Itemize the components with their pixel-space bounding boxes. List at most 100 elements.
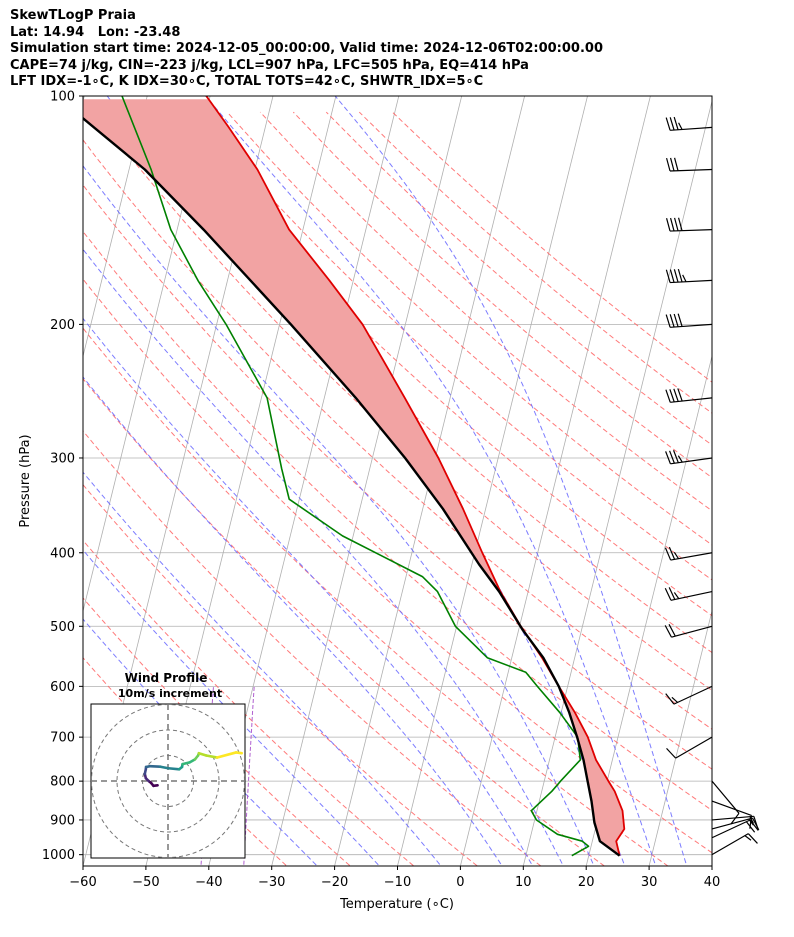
y-tick-label: 700 <box>50 731 75 746</box>
chart-header: SkewTLogP Praia Lat: 14.94 Lon: -23.48 Sim… <box>10 8 603 91</box>
barb-shaft <box>711 819 751 839</box>
barb-feather <box>666 747 677 759</box>
barb-shaft <box>711 817 753 830</box>
barb-feather <box>673 269 679 283</box>
dry-adiabat-line <box>83 378 606 866</box>
barb-feather <box>665 389 671 403</box>
barb-shaft <box>670 590 713 601</box>
barb-feather <box>678 122 683 130</box>
hodograph-inset: Wind Profile 10m/s increment <box>90 671 246 859</box>
barb-shaft <box>670 168 713 172</box>
y-tick-label: 1000 <box>42 848 75 863</box>
y-tick-label: 800 <box>50 775 75 790</box>
hodograph-trace-segment <box>234 751 243 755</box>
x-tick-label: 30 <box>641 875 658 890</box>
wind-barb <box>665 685 713 705</box>
barb-feather <box>682 274 687 283</box>
barb-feather <box>673 116 679 130</box>
dry-adiabat-line <box>83 430 542 866</box>
wind-barb <box>665 217 713 232</box>
y-axis-label: Pressure (hPa) <box>18 434 33 527</box>
wind-barb <box>666 736 713 759</box>
background-lines <box>83 96 712 866</box>
wind-barb <box>664 587 713 601</box>
barb-feather <box>677 455 683 463</box>
hodograph-title: Wind Profile <box>125 671 208 685</box>
barb-shaft <box>670 552 713 561</box>
barb-feather <box>668 624 676 637</box>
barb-shaft <box>670 126 713 131</box>
barb-feather <box>744 835 752 841</box>
dewpoint-line <box>121 96 590 857</box>
wind-barb <box>664 546 713 561</box>
wind-barb <box>665 268 713 284</box>
dry-adiabat-line <box>83 278 712 854</box>
barb-shaft <box>670 279 713 284</box>
barb-feather <box>669 314 675 328</box>
dry-adiabat-line <box>259 111 712 512</box>
wind-barb <box>665 116 713 131</box>
parcel-line <box>83 116 621 857</box>
barb-feather <box>665 269 671 283</box>
y-tick-label: 400 <box>50 546 75 561</box>
x-tick-label: 0 <box>456 875 464 890</box>
isotherm-line <box>585 354 712 866</box>
barb-shaft <box>675 736 713 759</box>
barb-feather <box>749 815 753 829</box>
chart-title: SkewTLogP Praia <box>10 8 136 23</box>
wind-barb <box>711 780 740 825</box>
barb-shaft <box>670 457 713 465</box>
moist-adiabat-line <box>83 317 534 866</box>
dry-adiabat-line <box>160 111 712 617</box>
barb-feather <box>677 313 683 327</box>
moist-adiabat-line <box>205 96 657 866</box>
x-tick-label: 20 <box>578 875 595 890</box>
cin-fill <box>83 99 529 638</box>
dry-adiabat-line <box>83 539 415 866</box>
profile-lines <box>83 96 626 857</box>
barb-feather <box>669 450 675 464</box>
wind-barb <box>664 624 713 638</box>
barb-feather <box>665 117 671 131</box>
wind-barb <box>711 800 753 829</box>
isotherm-line <box>711 864 712 866</box>
barb-feather <box>665 451 671 465</box>
x-tick-label: 10 <box>515 875 532 890</box>
isotherm-line <box>522 99 712 866</box>
x-tick-label: −60 <box>69 875 96 890</box>
isotherm-line <box>83 96 211 613</box>
hodograph-trace-segment <box>215 751 238 759</box>
y-tick-label: 900 <box>50 813 75 828</box>
barb-shaft <box>711 833 749 856</box>
barb-feather <box>677 388 683 402</box>
moist-adiabat-line <box>83 376 503 866</box>
barb-feather <box>677 217 683 231</box>
barb-feather <box>673 388 679 402</box>
wind-barb <box>711 815 759 830</box>
barb-feather <box>665 157 671 172</box>
x-tick-label: −50 <box>132 875 159 890</box>
barb-feather <box>665 314 671 328</box>
barb-feather <box>668 587 676 600</box>
y-tick-label: 200 <box>50 318 75 333</box>
dry-adiabat-line <box>83 483 479 866</box>
barb-feather <box>669 389 675 403</box>
barb-shaft <box>711 815 754 821</box>
isotherm-line <box>648 609 712 866</box>
barb-feather <box>664 547 672 561</box>
isotherm-line <box>83 96 148 358</box>
y-axis-ticks: 100 200 300 400 500 600 700 800 900 1000 <box>42 90 83 863</box>
wind-barb <box>665 157 713 172</box>
x-axis-label: Temperature (∘C) <box>339 897 454 912</box>
wind-barbs <box>664 116 760 856</box>
barb-feather <box>673 313 679 327</box>
time-line: Simulation start time: 2024-12-05_00:00:… <box>10 41 603 56</box>
barb-feather <box>747 833 758 844</box>
dry-adiabat-line <box>325 111 712 446</box>
hodograph-trace-segment <box>148 764 162 769</box>
hodograph-plot <box>91 704 245 858</box>
x-tick-label: −10 <box>384 875 411 890</box>
y-tick-label: 100 <box>50 90 75 105</box>
barb-feather <box>677 268 683 283</box>
